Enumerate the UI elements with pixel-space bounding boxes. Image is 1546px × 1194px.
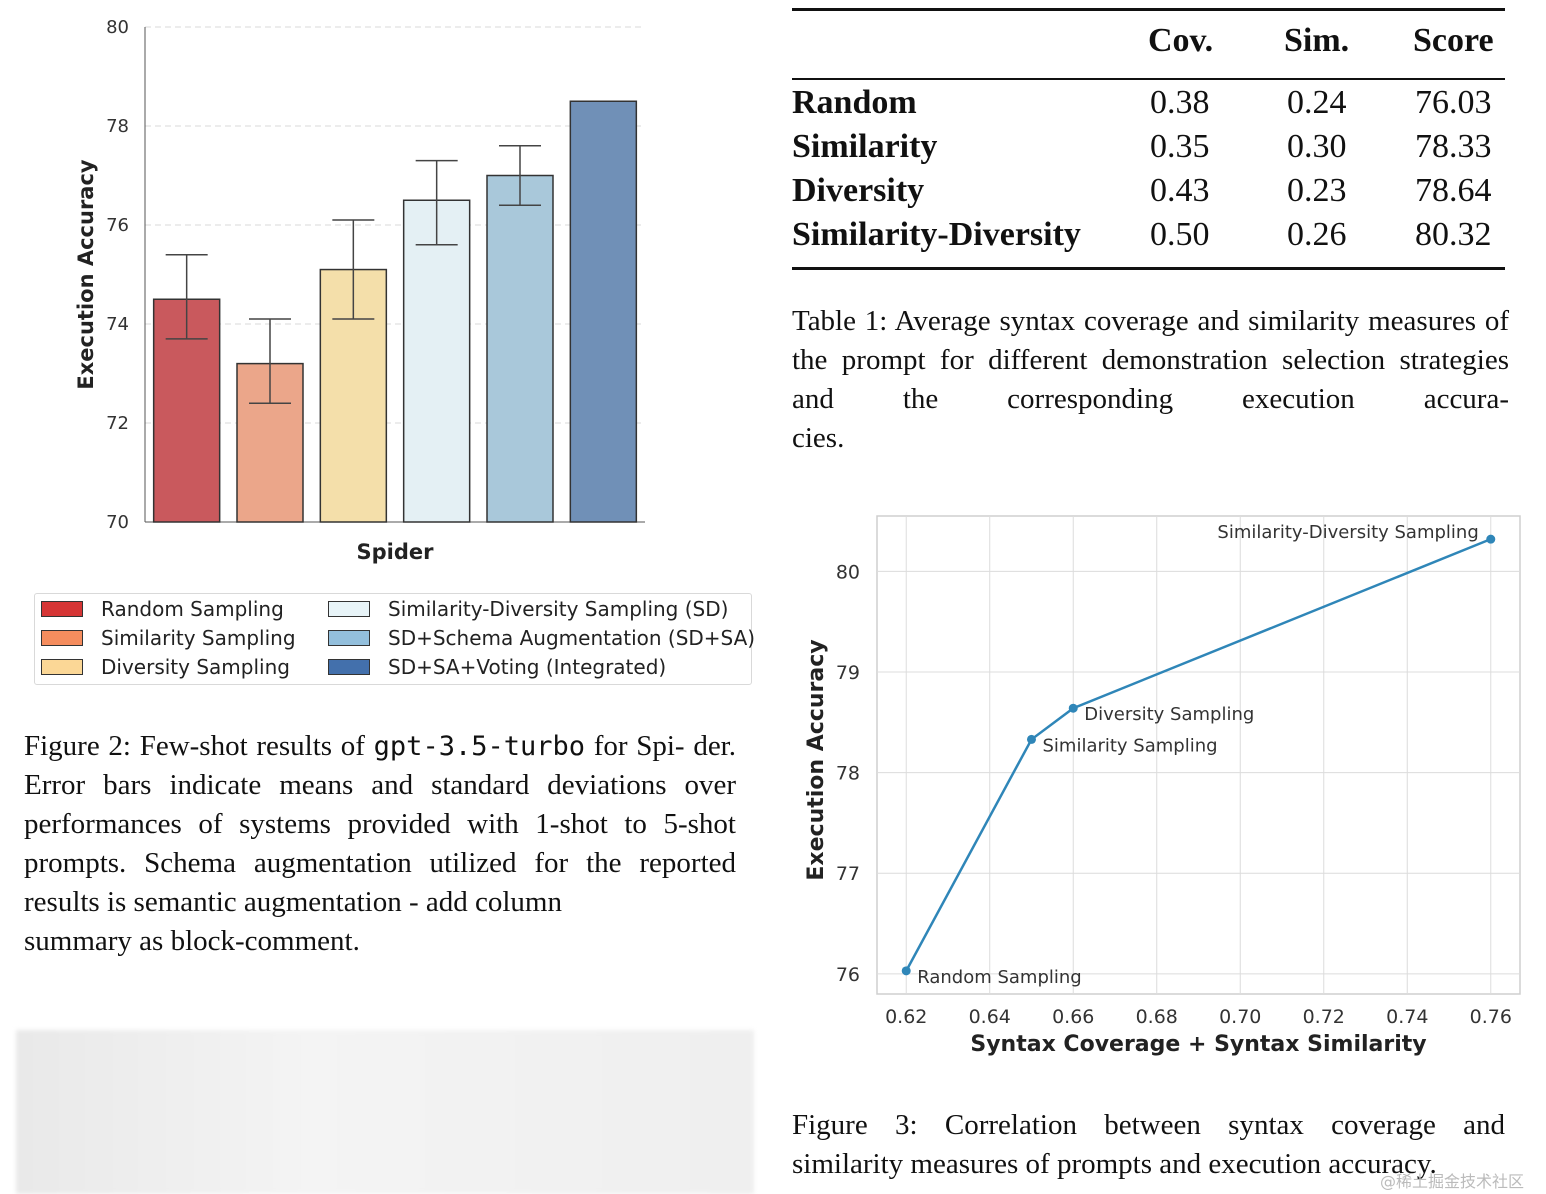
legend-label: Random Sampling bbox=[101, 597, 284, 621]
y-tick-label: 76 bbox=[836, 964, 860, 986]
legend-swatch bbox=[41, 629, 83, 646]
table1-top-rule bbox=[792, 8, 1505, 11]
figure2-caption-part2: for Spi- bbox=[585, 730, 685, 762]
legend-swatch bbox=[328, 600, 370, 617]
x-tick-label: 0.64 bbox=[969, 1006, 1011, 1028]
legend-swatch bbox=[41, 658, 83, 675]
table1-caption: Table 1: Average syntax coverage and sim… bbox=[792, 302, 1509, 458]
table1-cell-sim: 0.26 bbox=[1287, 216, 1347, 253]
plot-area bbox=[876, 515, 1521, 995]
y-tick-label: 74 bbox=[106, 314, 129, 335]
table1-caption-body: Table 1: Average syntax coverage and sim… bbox=[792, 305, 1509, 415]
legend-item: SD+SA+Voting (Integrated) bbox=[328, 655, 666, 679]
legend-label: Similarity Sampling bbox=[101, 626, 296, 650]
figure2-caption-body: der. Error bars indicate means and stand… bbox=[24, 730, 736, 918]
x-tick-label: 0.72 bbox=[1303, 1006, 1345, 1028]
figure2-caption: Figure 2: Few-shot results of gpt-3.5-tu… bbox=[24, 727, 736, 961]
table1-header-sim: Sim. bbox=[1284, 22, 1350, 59]
table1-mid-rule bbox=[792, 78, 1505, 80]
table1-caption-last: cies. bbox=[792, 422, 845, 454]
figure2-caption-last: summary as block-comment. bbox=[24, 925, 360, 957]
figure3-caption-body: Figure 3: Correlation between syntax cov… bbox=[792, 1109, 1505, 1141]
figure2-bar-chart: 70 72 74 76 78 80 Spider Execution Accuracy bbox=[74, 17, 645, 564]
legend-swatch bbox=[328, 658, 370, 675]
data-point bbox=[901, 966, 911, 976]
figure2-caption-part1: Figure 2: Few-shot results of bbox=[24, 730, 374, 762]
legend-item: Similarity Sampling bbox=[41, 626, 296, 650]
table1-cell-score: 80.32 bbox=[1415, 216, 1492, 253]
x-tick-label: 0.68 bbox=[1136, 1006, 1178, 1028]
point-label: Random Sampling bbox=[917, 967, 1082, 988]
legend-item: Diversity Sampling bbox=[41, 655, 290, 679]
table1-header-score: Score bbox=[1413, 22, 1494, 59]
watermark: @稀土掘金技术社区 bbox=[1380, 1172, 1525, 1191]
y-tick-label: 77 bbox=[836, 863, 860, 885]
point-label: Similarity-Diversity Sampling bbox=[1217, 522, 1478, 543]
bar bbox=[486, 174, 554, 523]
legend-label: Similarity-Diversity Sampling (SD) bbox=[388, 597, 729, 621]
y-tick-label: 80 bbox=[106, 17, 129, 38]
x-axis-label: Syntax Coverage + Syntax Similarity bbox=[970, 1032, 1426, 1057]
point-label: Diversity Sampling bbox=[1084, 704, 1254, 725]
table1-header-cov: Cov. bbox=[1148, 22, 1214, 59]
table1-cell-cov: 0.38 bbox=[1150, 84, 1210, 121]
y-tick-label: 72 bbox=[106, 413, 129, 434]
y-tick-label: 79 bbox=[836, 662, 860, 684]
x-tick-label: 0.62 bbox=[885, 1006, 927, 1028]
table1-row-label: Similarity-Diversity bbox=[792, 216, 1081, 253]
table1-cell-score: 76.03 bbox=[1415, 84, 1492, 121]
data-point bbox=[1068, 703, 1078, 713]
table1-cell-cov: 0.43 bbox=[1150, 172, 1210, 209]
y-tick-label: 70 bbox=[106, 512, 129, 533]
legend-label: SD+SA+Voting (Integrated) bbox=[388, 655, 667, 679]
x-axis-label: Spider bbox=[357, 540, 435, 564]
figure2-caption-model: gpt-3.5-turbo bbox=[373, 731, 585, 762]
data-point bbox=[1026, 734, 1036, 744]
y-tick-label: 78 bbox=[836, 763, 860, 785]
table1-cell-sim: 0.24 bbox=[1287, 84, 1347, 121]
legend-item: Random Sampling bbox=[41, 597, 284, 621]
x-tick-label: 0.76 bbox=[1470, 1006, 1512, 1028]
table1-bottom-rule bbox=[792, 267, 1505, 270]
point-label: Similarity Sampling bbox=[1042, 735, 1217, 756]
legend-swatch bbox=[328, 629, 370, 646]
y-tick-label: 76 bbox=[106, 215, 129, 236]
x-tick-label: 0.66 bbox=[1052, 1006, 1094, 1028]
data-point bbox=[1486, 534, 1496, 544]
legend-label: Diversity Sampling bbox=[101, 655, 290, 679]
table1-row-label: Similarity bbox=[792, 128, 938, 165]
bar bbox=[569, 100, 638, 523]
figure3-caption: Figure 3: Correlation between syntax cov… bbox=[792, 1106, 1505, 1184]
table1-row-label: Diversity bbox=[792, 172, 925, 209]
figure3-line-chart: 0.62 0.64 0.66 0.68 0.70 0.72 0.74 0.76 76 77 78 79… bbox=[804, 515, 1521, 1057]
x-tick-label: 0.70 bbox=[1219, 1006, 1261, 1028]
table1-cell-sim: 0.30 bbox=[1287, 128, 1347, 165]
series-line bbox=[905, 537, 1492, 972]
y-tick-label: 78 bbox=[106, 116, 129, 137]
bar bbox=[402, 199, 471, 523]
figure2-legend: Random Sampling Similarity Sampling Divers… bbox=[34, 593, 755, 685]
y-tick-label: 80 bbox=[836, 561, 860, 583]
x-tick-label: 0.74 bbox=[1386, 1006, 1428, 1028]
table1-cell-cov: 0.50 bbox=[1150, 216, 1210, 253]
blurred-region bbox=[16, 1030, 754, 1194]
legend-item: Similarity-Diversity Sampling (SD) bbox=[328, 597, 728, 621]
legend-item: SD+Schema Augmentation (SD+SA) bbox=[328, 626, 755, 650]
table1-cell-sim: 0.23 bbox=[1287, 172, 1347, 209]
y-axis-label: Execution Accuracy bbox=[74, 159, 98, 390]
table1-row-label: Random bbox=[792, 84, 917, 121]
table1-cell-score: 78.33 bbox=[1415, 128, 1492, 165]
figure3-caption-last: similarity measures of prompts and execu… bbox=[792, 1148, 1437, 1180]
table1-cell-score: 78.64 bbox=[1415, 172, 1492, 209]
y-axis-label: Execution Accuracy bbox=[804, 639, 829, 880]
table1-cell-cov: 0.35 bbox=[1150, 128, 1210, 165]
legend-swatch bbox=[41, 600, 83, 617]
legend-label: SD+Schema Augmentation (SD+SA) bbox=[388, 626, 756, 650]
